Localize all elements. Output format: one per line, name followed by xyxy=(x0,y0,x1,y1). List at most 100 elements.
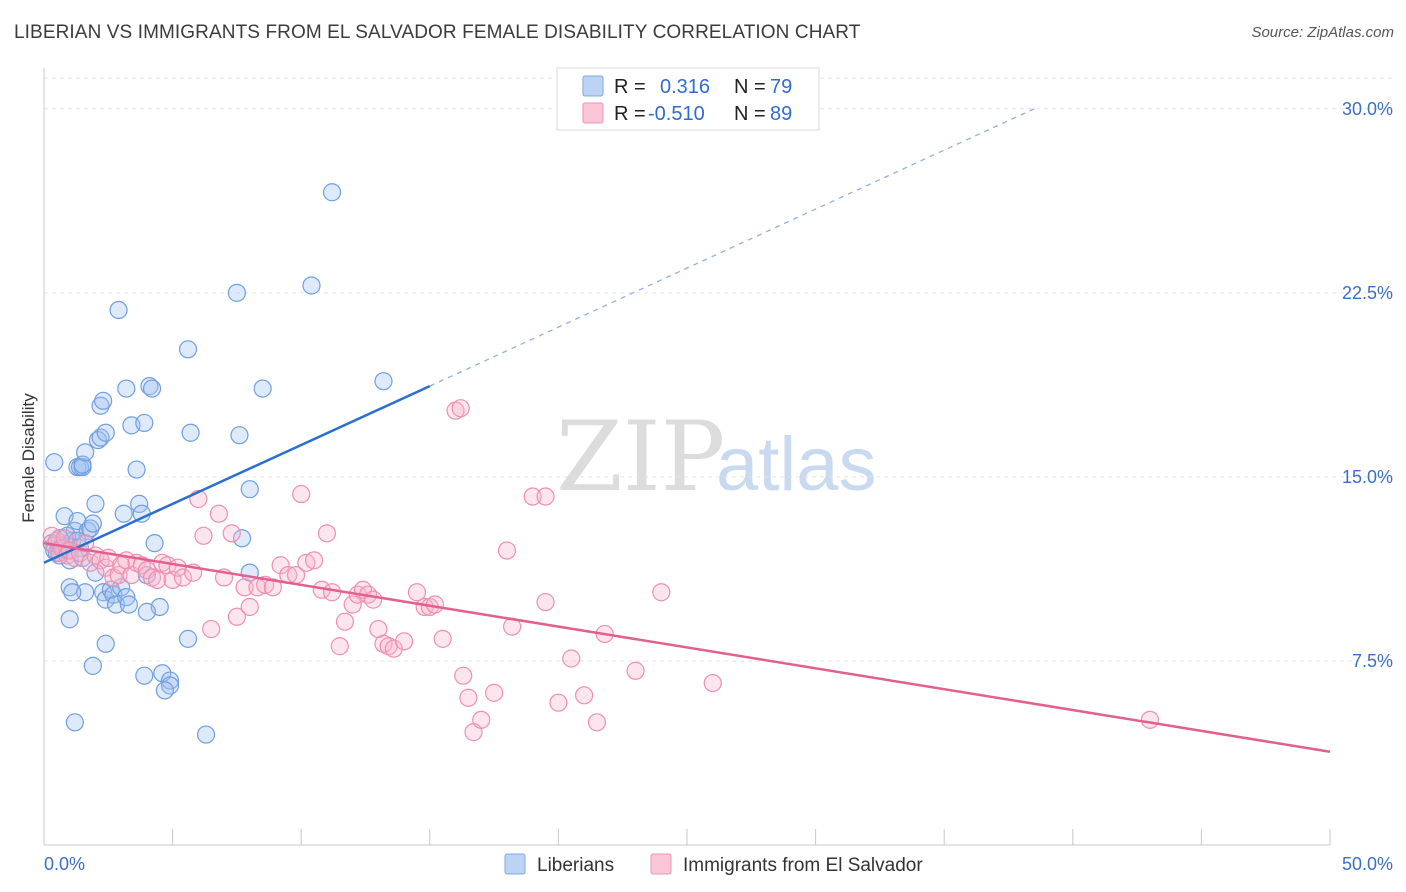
point-salvador xyxy=(626,661,645,680)
point-salvador xyxy=(1140,710,1160,729)
trend-lines xyxy=(43,108,1331,753)
point-salvador xyxy=(562,649,581,668)
point-salvador xyxy=(703,673,722,693)
point-liberians xyxy=(96,634,115,653)
watermark-atlas: atlas xyxy=(716,422,877,507)
point-liberians xyxy=(140,377,159,396)
point-salvador xyxy=(587,713,607,732)
point-salvador xyxy=(209,504,228,523)
point-liberians xyxy=(65,713,84,732)
watermark-zip: ZIP xyxy=(556,401,725,513)
y-tick-label: 15.0% xyxy=(1342,467,1393,487)
point-salvador xyxy=(317,524,337,543)
point-liberians xyxy=(135,413,154,433)
point-salvador xyxy=(322,583,342,602)
point-liberians xyxy=(160,676,180,695)
legend-n-label-1: N = xyxy=(734,76,766,98)
legend-swatch-salvador xyxy=(582,102,604,124)
point-liberians xyxy=(60,610,79,629)
point-salvador xyxy=(148,570,167,590)
point-liberians xyxy=(145,534,164,553)
point-salvador xyxy=(271,556,290,575)
point-salvador xyxy=(454,666,473,685)
point-salvador xyxy=(304,551,324,570)
legend-swatch-liberians xyxy=(582,75,604,97)
point-liberians xyxy=(127,460,146,479)
point-liberians xyxy=(135,666,154,685)
point-salvador xyxy=(549,693,568,712)
point-salvador xyxy=(222,524,241,543)
y-axis-tick-labels: 7.5% 15.0% 22.5% 30.0% xyxy=(1342,99,1393,671)
point-liberians xyxy=(322,183,342,202)
point-salvador xyxy=(536,487,555,506)
point-liberians xyxy=(142,379,162,398)
point-salvador xyxy=(652,583,671,602)
point-salvador xyxy=(384,639,403,658)
point-salvador xyxy=(472,710,491,729)
bottom-legend-label-salvador: Immigrants from El Salvador xyxy=(683,855,923,876)
point-salvador xyxy=(227,607,246,626)
point-liberians xyxy=(230,426,249,445)
point-liberians xyxy=(253,379,272,398)
point-salvador xyxy=(523,487,542,506)
bottom-legend-swatch-salvador xyxy=(650,853,672,875)
point-salvador xyxy=(343,595,362,614)
legend-r-label-2: R = xyxy=(614,103,646,125)
point-liberians xyxy=(88,430,108,450)
point-liberians xyxy=(196,725,216,744)
point-salvador xyxy=(485,683,504,702)
bottom-legend-label-liberians: Liberians xyxy=(537,855,614,876)
point-liberians xyxy=(160,671,180,690)
chart-title: LIBERIAN VS IMMIGRANTS FROM EL SALVADOR … xyxy=(14,22,861,43)
legend-r-value-2: -0.510 xyxy=(648,103,705,125)
point-liberians xyxy=(76,583,95,602)
point-liberians xyxy=(94,391,113,410)
point-liberians xyxy=(137,602,156,621)
point-liberians xyxy=(91,428,110,447)
legend-n-value-2: 89 xyxy=(770,103,792,125)
point-liberians xyxy=(83,514,102,533)
point-liberians xyxy=(178,629,198,648)
point-salvador xyxy=(536,592,555,612)
bottom-legend: Liberians Immigrants from El Salvador xyxy=(504,853,923,876)
point-salvador xyxy=(202,619,221,639)
legend-r-label-1: R = xyxy=(614,76,646,98)
x-tick-label-max: 50.0% xyxy=(1342,854,1393,874)
point-liberians xyxy=(83,656,102,675)
point-liberians xyxy=(155,681,174,700)
point-liberians xyxy=(232,529,252,548)
point-salvador xyxy=(394,632,414,651)
point-liberians xyxy=(117,379,136,398)
point-liberians xyxy=(181,423,200,442)
y-tick-label: 30.0% xyxy=(1342,99,1393,119)
point-salvador xyxy=(173,568,192,587)
point-liberians xyxy=(374,372,393,391)
point-salvador xyxy=(433,629,452,648)
point-liberians xyxy=(76,443,95,462)
point-salvador xyxy=(240,597,259,617)
point-salvador xyxy=(263,578,283,597)
point-salvador xyxy=(451,399,470,418)
series-liberians xyxy=(42,183,393,744)
x-tick-label-min: 0.0% xyxy=(44,854,85,874)
point-salvador xyxy=(292,484,311,504)
point-liberians xyxy=(109,300,128,320)
point-liberians xyxy=(63,583,82,602)
y-axis-label: Female Disability xyxy=(19,393,38,523)
point-liberians xyxy=(45,453,64,472)
point-liberians xyxy=(302,276,321,295)
trend-line-liberians-extension xyxy=(429,108,1035,387)
point-salvador xyxy=(132,556,151,575)
point-salvador xyxy=(335,612,355,631)
x-axis-ticks xyxy=(172,829,1331,845)
point-liberians xyxy=(227,283,246,302)
point-salvador xyxy=(235,578,254,597)
point-liberians xyxy=(86,494,105,513)
point-liberians xyxy=(178,340,198,359)
point-liberians xyxy=(240,480,259,499)
point-liberians xyxy=(117,588,136,607)
legend-r-value-1: 0.316 xyxy=(660,76,710,98)
point-liberians xyxy=(96,423,115,442)
y-tick-label: 7.5% xyxy=(1352,651,1393,671)
